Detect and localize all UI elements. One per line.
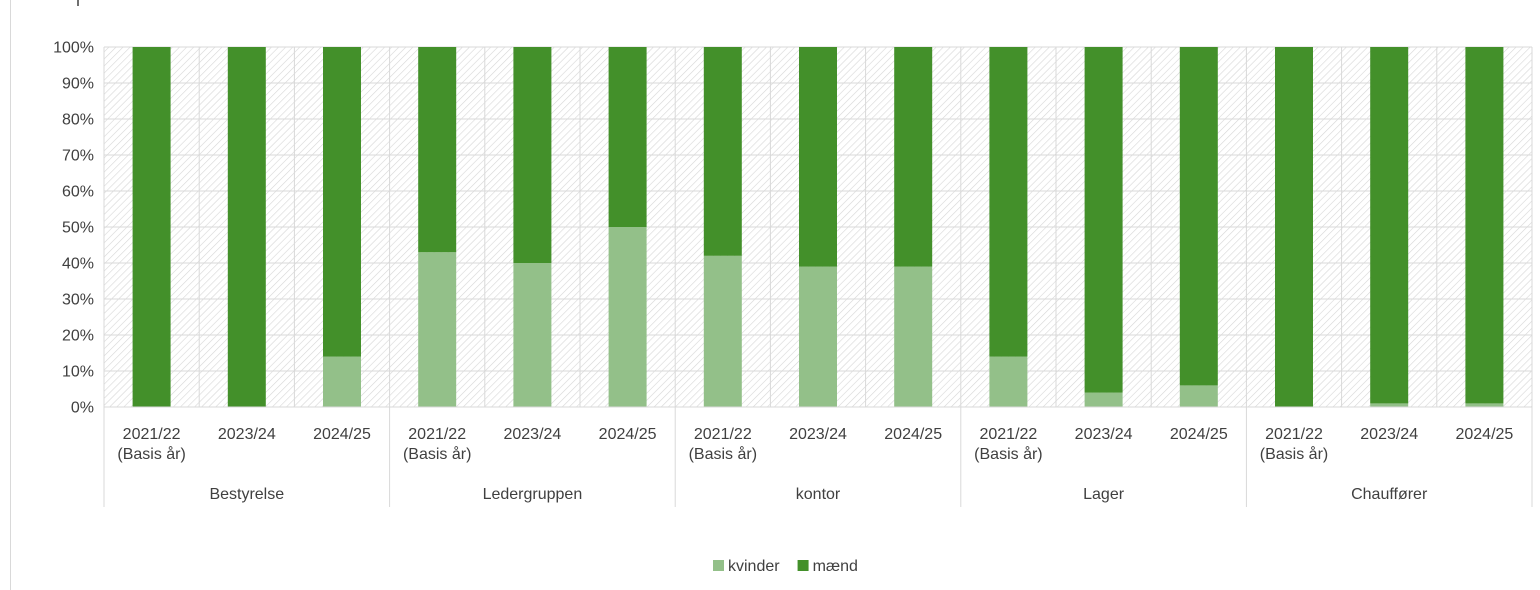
y-tick-label: 40% — [62, 256, 94, 273]
bar-segment-maend — [703, 47, 742, 256]
bar-segment-maend — [227, 47, 266, 407]
y-tick-label: 10% — [62, 364, 94, 381]
bar-segment-maend — [513, 47, 552, 263]
y-tick-label: 70% — [62, 148, 94, 165]
y-tick-label: 30% — [62, 292, 94, 309]
x-tick-label: 2024/25 — [884, 426, 942, 443]
y-tick-label: 20% — [62, 328, 94, 345]
bar-segment-kvinder — [418, 252, 457, 407]
x-tick-label: 2023/24 — [789, 426, 847, 443]
bar-segment-maend — [1275, 47, 1313, 407]
legend-swatch-maend — [797, 560, 809, 571]
bar-segment-maend — [418, 47, 457, 253]
bar-segment-maend — [799, 47, 837, 267]
bar-segment-kvinder — [513, 263, 552, 407]
x-tick-label: 2023/24 — [503, 426, 561, 443]
y-tick-label: 80% — [62, 112, 94, 129]
bar-segment-maend — [1084, 47, 1123, 393]
x-tick-label: 2021/22 — [979, 426, 1037, 443]
x-tick-label: (Basis år) — [403, 445, 471, 463]
y-tick-label: 90% — [62, 76, 94, 93]
y-tick-label: 60% — [62, 184, 94, 201]
x-tick-label: (Basis år) — [974, 445, 1042, 463]
bar-segment-maend — [894, 47, 933, 267]
bar-segment-kvinder — [894, 266, 933, 407]
bar-segment-maend — [132, 47, 171, 407]
bar-segment-kvinder — [989, 356, 1028, 407]
bars — [132, 47, 1504, 407]
y-axis: 0% 10% 20% 30% 40% 50% 60% 70% 80% 90% 100% — [53, 40, 94, 417]
bar-segment-kvinder — [323, 356, 361, 407]
x-tick-label: 2021/22 — [408, 426, 466, 443]
legend-label: mænd — [813, 558, 858, 575]
bar-segment-kvinder — [1370, 403, 1409, 407]
x-tick-label: (Basis år) — [117, 445, 185, 463]
x-tick-label: 2023/24 — [218, 426, 276, 443]
legend-swatch-kvinder — [713, 560, 724, 571]
bar-segment-kvinder — [799, 266, 837, 407]
bar-segment-maend — [1179, 47, 1218, 386]
bar-segment-kvinder — [1465, 403, 1504, 407]
bar-segment-maend — [1370, 47, 1409, 404]
x-tick-label: (Basis år) — [1260, 445, 1328, 463]
group-label: Chauffører — [1351, 486, 1428, 503]
group-label: Bestyrelse — [209, 486, 284, 503]
group-label: kontor — [796, 486, 841, 503]
y-tick-label: 50% — [62, 220, 94, 237]
y-tick-label: 100% — [53, 40, 94, 57]
x-tick-label: 2021/22 — [123, 426, 181, 443]
y-tick-label: 0% — [71, 400, 94, 417]
x-tick-label: 2023/24 — [1075, 426, 1133, 443]
bar-segment-kvinder — [608, 227, 647, 407]
x-tick-label: (Basis år) — [689, 445, 757, 463]
x-tick-label: 2024/25 — [1170, 426, 1228, 443]
x-tick-label: 2023/24 — [1360, 426, 1418, 443]
group-label: Lager — [1083, 486, 1125, 503]
x-axis: 2021/22 (Basis år) 2023/24 2024/25 Bestyrels… — [103, 406, 1533, 507]
bar-segment-maend — [608, 47, 647, 227]
x-tick-label: 2021/22 — [694, 426, 752, 443]
x-tick-label: 2021/22 — [1265, 426, 1323, 443]
bar-segment-maend — [1465, 47, 1504, 404]
legend: kvinder mænd — [713, 558, 858, 575]
x-tick-label: 2024/25 — [599, 426, 657, 443]
x-tick-label: 2024/25 — [313, 426, 371, 443]
x-tick-label: 2024/25 — [1455, 426, 1513, 443]
bar-segment-kvinder — [1179, 385, 1218, 407]
bar-segment-maend — [989, 47, 1028, 357]
bar-segment-kvinder — [1084, 392, 1123, 407]
group-label: Ledergruppen — [483, 486, 583, 503]
bar-segment-maend — [323, 47, 361, 357]
bar-segment-kvinder — [703, 255, 742, 407]
legend-label: kvinder — [728, 558, 780, 575]
